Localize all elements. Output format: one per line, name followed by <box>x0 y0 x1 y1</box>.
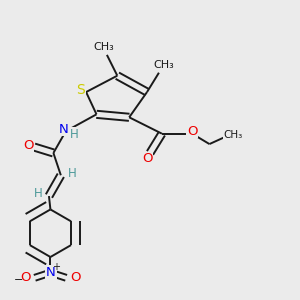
Text: O: O <box>187 125 197 138</box>
Text: O: O <box>70 271 80 284</box>
Text: H: H <box>34 187 43 200</box>
Text: +: + <box>52 262 60 272</box>
Text: O: O <box>20 271 31 284</box>
Text: S: S <box>76 83 85 97</box>
Text: CH₃: CH₃ <box>153 60 174 70</box>
Text: O: O <box>23 139 33 152</box>
Text: N: N <box>46 266 56 279</box>
Text: N: N <box>58 123 68 136</box>
Text: H: H <box>70 128 79 141</box>
Text: H: H <box>68 167 77 180</box>
Text: CH₃: CH₃ <box>224 130 243 140</box>
Text: O: O <box>142 152 152 165</box>
Text: −: − <box>14 275 24 285</box>
Text: CH₃: CH₃ <box>94 43 114 52</box>
